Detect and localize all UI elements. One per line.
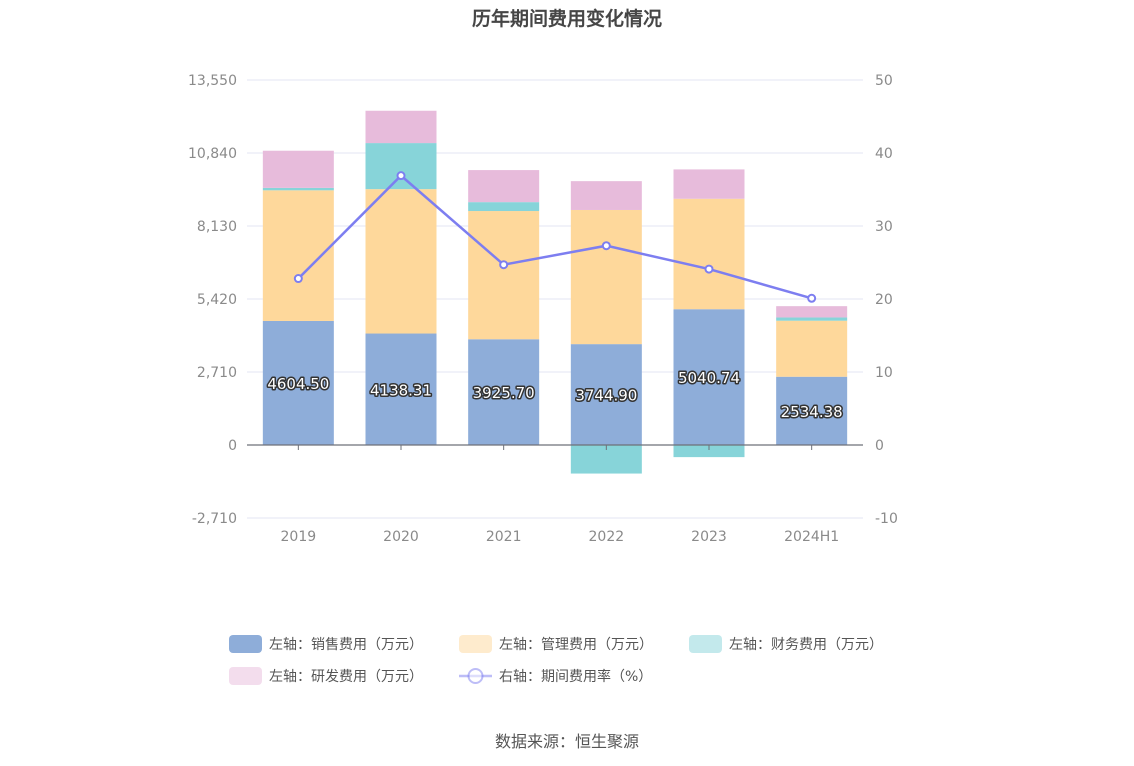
bar-series-3-2024H1 bbox=[776, 306, 848, 318]
right-axis-tick-label: 10 bbox=[875, 365, 893, 381]
axis-layer: 13,550 10,840 8,130 5,420 2,710 0 -2,710 50 40 30… bbox=[188, 73, 898, 545]
bar-series-0-2020 bbox=[365, 333, 437, 445]
line-point-2022 bbox=[601, 241, 611, 251]
left-axis-tick-label: 13,550 bbox=[188, 73, 237, 89]
legend-label-0: 左轴：销售费用（万元） bbox=[269, 637, 423, 653]
x-axis-category-label: 2023 bbox=[691, 529, 727, 545]
legend-marker-swatch bbox=[467, 668, 484, 684]
bar-series-2-2023 bbox=[673, 445, 745, 458]
bar-series-3-2021 bbox=[468, 170, 540, 203]
right-axis-tick-label: -10 bbox=[875, 511, 898, 527]
left-axis-tick-label: 0 bbox=[228, 438, 237, 454]
bar-series-1-2023 bbox=[673, 198, 745, 310]
legend-label-4: 右轴：期间费用率（%） bbox=[499, 668, 652, 685]
line-series-path bbox=[297, 173, 813, 300]
bar-series-3-2019 bbox=[262, 150, 334, 188]
bar-layer bbox=[262, 110, 848, 474]
bar-data-label: 4604.50 bbox=[267, 375, 329, 393]
line-point-2023 bbox=[704, 264, 714, 274]
legend-swatch-1 bbox=[459, 635, 492, 653]
bar-series-1-2022 bbox=[570, 209, 642, 345]
bar-series-2-2019 bbox=[262, 187, 334, 191]
x-axis-category-label: 2021 bbox=[486, 529, 522, 545]
bar-series-2-2020 bbox=[365, 143, 437, 190]
bar-series-2-2021 bbox=[468, 202, 540, 212]
bar-data-label: 4138.31 bbox=[370, 381, 432, 399]
legend-label-2: 左轴：财务费用（万元） bbox=[729, 637, 883, 653]
left-axis-tick-label: 5,420 bbox=[197, 292, 237, 308]
right-axis-tick-label: 50 bbox=[875, 73, 893, 89]
bar-series-3-2023 bbox=[673, 169, 745, 199]
line-layer bbox=[293, 171, 817, 303]
bar-series-2-2024H1 bbox=[776, 317, 848, 321]
bar-series-3-2020 bbox=[365, 110, 437, 144]
bar-series-0-2019 bbox=[262, 320, 334, 445]
legend-swatch-3 bbox=[229, 667, 262, 685]
legend-label-1: 左轴：管理费用（万元） bbox=[499, 637, 653, 653]
source-text: 数据来源：恒生聚源 bbox=[495, 732, 639, 751]
legend-label-3: 左轴：研发费用（万元） bbox=[269, 669, 423, 685]
bar-data-label: 5040.74 bbox=[678, 369, 740, 387]
right-axis-tick-label: 40 bbox=[875, 146, 893, 162]
label-layer: 4604.50 4138.31 3925.70 3744.90 5040.74 2534.… bbox=[266, 368, 844, 423]
right-axis-tick-label: 30 bbox=[875, 219, 893, 235]
x-axis-category-label: 2020 bbox=[383, 529, 419, 545]
line-point-2020 bbox=[396, 171, 406, 181]
right-axis-tick-label: 0 bbox=[875, 438, 884, 454]
x-axis-category-label: 2022 bbox=[589, 529, 625, 545]
bar-series-0-2022 bbox=[570, 344, 642, 445]
chart-title: 历年期间费用变化情况 bbox=[472, 7, 662, 30]
legend-swatch-0 bbox=[229, 635, 262, 653]
left-axis-tick-label: 8,130 bbox=[197, 219, 237, 235]
bar-series-1-2020 bbox=[365, 189, 437, 334]
bar-series-1-2024H1 bbox=[776, 320, 848, 377]
legend-swatch-2 bbox=[689, 635, 722, 653]
bar-data-label: 3925.70 bbox=[473, 384, 535, 402]
left-axis-tick-label: 2,710 bbox=[197, 365, 237, 381]
bar-series-3-2022 bbox=[570, 181, 642, 210]
x-axis-category-label: 2024H1 bbox=[784, 529, 839, 545]
x-axis-category-label: 2019 bbox=[281, 529, 317, 545]
grid-lines bbox=[247, 79, 863, 519]
right-axis-tick-label: 20 bbox=[875, 292, 893, 308]
bar-data-label: 2534.38 bbox=[781, 403, 843, 421]
left-axis-tick-label: -2,710 bbox=[192, 511, 237, 527]
line-point-2021 bbox=[499, 260, 509, 270]
bar-series-0-2023 bbox=[673, 309, 745, 445]
bar-data-label: 3744.90 bbox=[575, 387, 637, 405]
bar-series-0-2021 bbox=[468, 339, 540, 445]
bar-series-1-2019 bbox=[262, 190, 334, 321]
line-point-2024H1 bbox=[807, 293, 817, 303]
bar-series-0-2024H1 bbox=[776, 376, 848, 445]
legend: 左轴：销售费用（万元） 左轴：管理费用（万元） 左轴：财务费用（万元） 左轴：研发费用… bbox=[229, 635, 883, 685]
left-axis-tick-label: 10,840 bbox=[188, 146, 237, 162]
bar-series-1-2021 bbox=[468, 211, 540, 340]
line-point-2019 bbox=[293, 274, 303, 284]
